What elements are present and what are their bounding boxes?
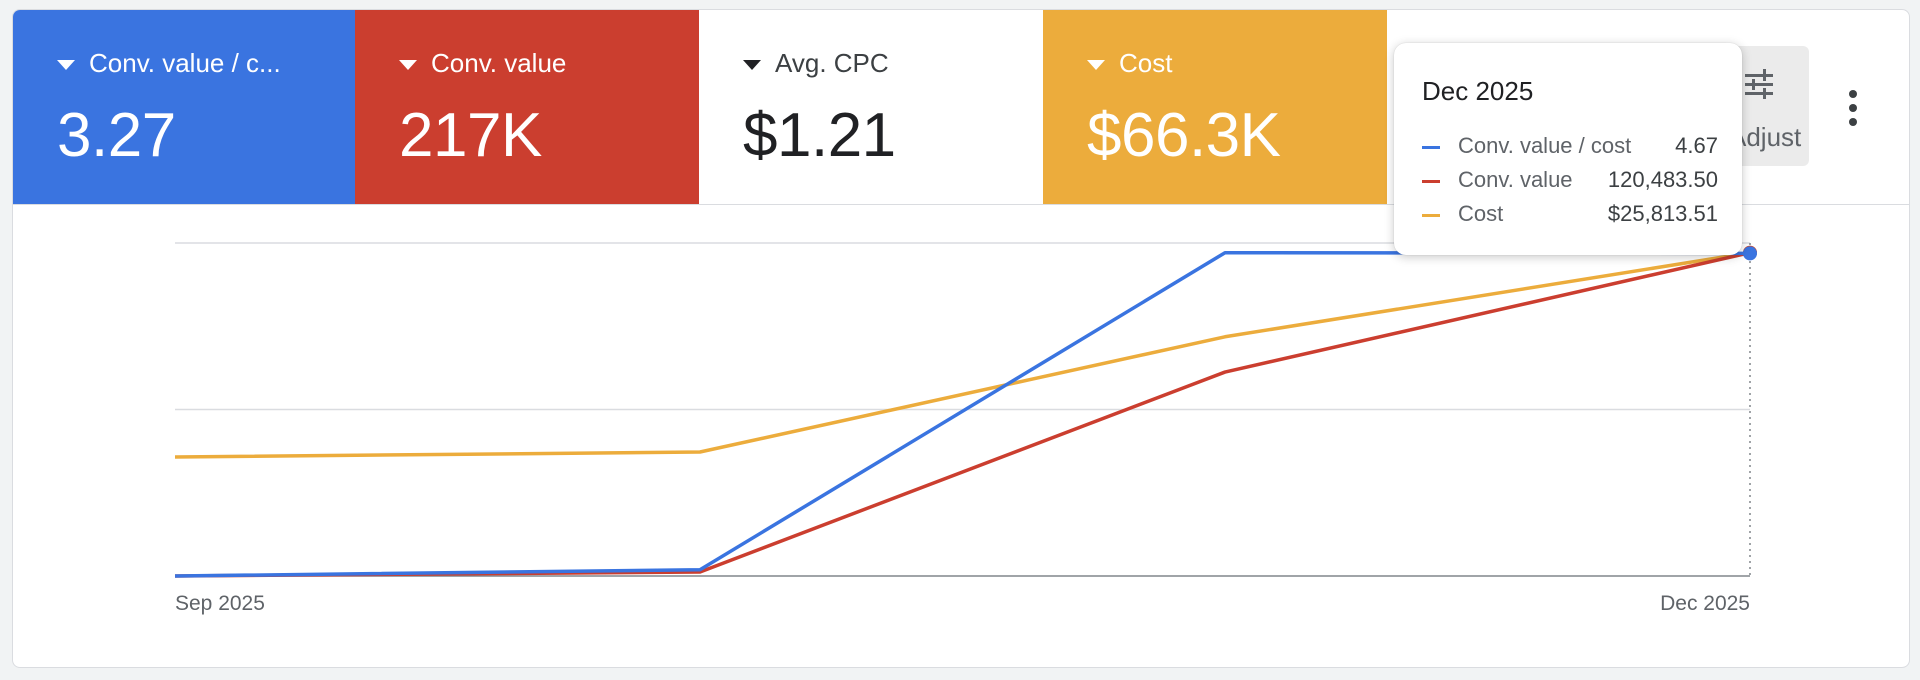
metric-header[interactable]: Avg. CPC bbox=[743, 48, 889, 79]
tooltip-row-label: Conv. value bbox=[1458, 167, 1573, 192]
chart-tooltip: Dec 2025 Conv. value / cost 4.67 Conv. v… bbox=[1394, 43, 1742, 255]
tooltip-row-value: 4.67 bbox=[1675, 133, 1718, 158]
metric-value: $66.3K bbox=[1087, 101, 1281, 170]
series-line bbox=[174, 250, 1751, 578]
tooltip-title: Dec 2025 bbox=[1422, 76, 1534, 106]
series-swatch bbox=[1422, 180, 1440, 183]
series-line bbox=[174, 250, 1751, 578]
tooltip-row: Conv. value / cost 4.67 bbox=[1422, 133, 1718, 163]
metric-header[interactable]: Cost bbox=[1087, 48, 1172, 79]
dropdown-caret-icon bbox=[1087, 59, 1105, 70]
tooltip-row-value: 120,483.50 bbox=[1607, 167, 1718, 192]
x-tick-label: Dec 2025 bbox=[1660, 592, 1750, 615]
highlight-point bbox=[1743, 246, 1757, 261]
tune-icon bbox=[1745, 69, 1773, 99]
metric-value: 3.27 bbox=[57, 101, 176, 170]
metric-header[interactable]: Conv. value bbox=[399, 48, 566, 79]
metric-card-conv-value[interactable]: Conv. value 217K bbox=[355, 10, 699, 204]
tooltip-row-label: Cost bbox=[1458, 201, 1504, 226]
tooltip-row: Cost $25,813.51 bbox=[1422, 201, 1718, 231]
dropdown-caret-icon bbox=[57, 59, 75, 70]
chart-series bbox=[174, 245, 1757, 578]
metric-card-avg-cpc[interactable]: Avg. CPC $1.21 bbox=[699, 10, 1043, 204]
metric-strip: Conv. value / c... 3.27 Conv. value 217K… bbox=[13, 10, 1909, 205]
x-tick-label: Sep 2025 bbox=[175, 592, 265, 615]
metric-header[interactable]: Conv. value / c... bbox=[57, 48, 281, 79]
performance-card: Conv. value / c... 3.27 Conv. value 217K… bbox=[12, 9, 1910, 668]
metric-label: Cost bbox=[1119, 48, 1173, 78]
series-swatch bbox=[1422, 146, 1440, 149]
metric-card-cost[interactable]: Cost $66.3K bbox=[1043, 10, 1387, 204]
tooltip-row-value: $25,813.51 bbox=[1607, 201, 1718, 226]
metric-card-conv-value-per-cost[interactable]: Conv. value / c... 3.27 bbox=[13, 10, 355, 204]
series-swatch bbox=[1422, 214, 1440, 217]
metric-value: $1.21 bbox=[743, 101, 896, 170]
tooltip-row: Conv. value 120,483.50 bbox=[1422, 167, 1718, 197]
more-vert-icon bbox=[1849, 90, 1857, 98]
more-options-button[interactable] bbox=[1841, 88, 1865, 128]
metric-label: Avg. CPC bbox=[775, 48, 889, 78]
dropdown-caret-icon bbox=[399, 59, 417, 70]
metric-label: Conv. value / c... bbox=[89, 48, 281, 78]
metric-value: 217K bbox=[399, 101, 542, 170]
dropdown-caret-icon bbox=[743, 59, 761, 70]
metric-label: Conv. value bbox=[431, 48, 567, 78]
tooltip-row-label: Conv. value / cost bbox=[1458, 133, 1632, 158]
more-vert-icon-dot bbox=[1849, 104, 1857, 112]
x-axis-labels: Sep 2025 Dec 2025 bbox=[175, 592, 1750, 615]
more-vert-icon-dot bbox=[1849, 118, 1857, 126]
series-line bbox=[174, 250, 1751, 459]
